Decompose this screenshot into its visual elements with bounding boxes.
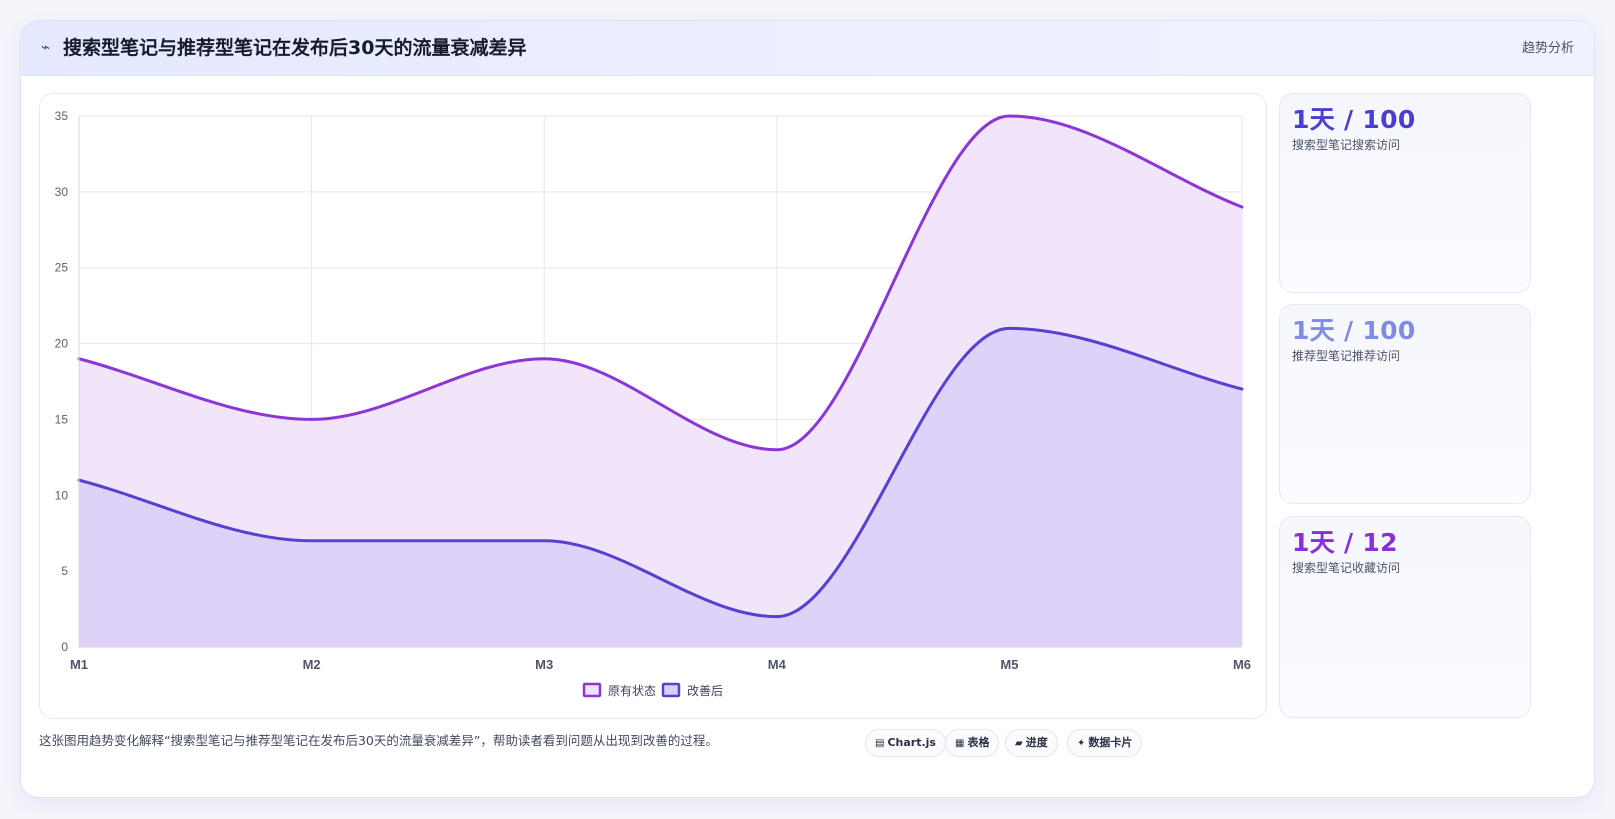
table-icon: ▦ bbox=[955, 738, 965, 749]
y-tick-label: 5 bbox=[61, 564, 68, 578]
panel-header: ⌁ 搜索型笔记与推荐型笔记在发布后30天的流量衰减差异 趋势分析 bbox=[21, 21, 1594, 76]
progress-icon: ▰ bbox=[1015, 738, 1023, 749]
kpi-value: 1天 / 100 bbox=[1292, 105, 1416, 134]
chip-label: 进度 bbox=[1025, 736, 1048, 749]
x-tick-label: M2 bbox=[303, 657, 321, 672]
chart-panel: ⌁ 搜索型笔记与推荐型笔记在发布后30天的流量衰减差异 趋势分析 0 5 10 15 2… bbox=[20, 20, 1595, 798]
y-tick-label: 35 bbox=[55, 109, 69, 123]
series-line-1 bbox=[77, 326, 1244, 619]
page-title: 搜索型笔记与推荐型笔记在发布后30天的流量衰减差异 bbox=[63, 37, 527, 59]
data-card-icon: ✦ bbox=[1077, 738, 1086, 749]
kpi-label: 推荐型笔记推荐访问 bbox=[1292, 349, 1401, 363]
legend-swatch bbox=[582, 682, 602, 698]
y-tick-label: 25 bbox=[55, 261, 69, 275]
kpi-value: 1天 / 100 bbox=[1292, 316, 1416, 345]
chip-table[interactable]: ▦ 表格 bbox=[945, 729, 1000, 757]
chart-description: 这张图用趋势变化解释“搜索型笔记与推荐型笔记在发布后30天的流量衰减差异”，帮助… bbox=[39, 733, 718, 748]
legend-label: 改善后 bbox=[687, 683, 723, 698]
y-tick-label: 20 bbox=[55, 337, 69, 351]
kpi-value: 1天 / 12 bbox=[1292, 528, 1398, 557]
chip-chartjs[interactable]: ▤ Chart.js bbox=[865, 729, 946, 757]
x-tick-label: M4 bbox=[768, 657, 787, 672]
kpi-card-favorite-visits: 1天 / 12 搜索型笔记收藏访问 bbox=[1279, 516, 1531, 718]
chart-card: 0 5 10 15 20 25 30 35 M1 M2 M3 M4 M5 M6 原有状态 改善后 bbox=[39, 93, 1267, 719]
chip-label: 表格 bbox=[967, 736, 990, 749]
area-chart: 0 5 10 15 20 25 30 35 M1 M2 M3 M4 M5 M6 原有状态 改善后 bbox=[55, 109, 1251, 698]
kpi-label: 搜索型笔记收藏访问 bbox=[1292, 561, 1401, 575]
kpi-card-search-visits: 1天 / 100 搜索型笔记搜索访问 bbox=[1279, 93, 1531, 293]
kpi-label: 搜索型笔记搜索访问 bbox=[1292, 138, 1401, 152]
trend-analysis-tag: 趋势分析 bbox=[1521, 41, 1574, 56]
kpi-card-recommend-visits: 1天 / 100 推荐型笔记推荐访问 bbox=[1279, 304, 1531, 504]
y-tick-label: 30 bbox=[55, 185, 69, 199]
x-tick-label: M6 bbox=[1233, 657, 1251, 672]
series-line-0 bbox=[77, 114, 1244, 452]
y-tick-label: 15 bbox=[55, 412, 69, 426]
trend-line-icon: ⌁ bbox=[41, 38, 51, 56]
chip-progress[interactable]: ▰ 进度 bbox=[1005, 729, 1058, 757]
y-tick-label: 0 bbox=[61, 640, 68, 654]
series-area-1 bbox=[79, 328, 1242, 647]
chip-label: 数据卡片 bbox=[1088, 736, 1133, 749]
y-tick-label: 10 bbox=[55, 488, 69, 502]
chart-icon: ▤ bbox=[875, 738, 885, 749]
x-tick-label: M5 bbox=[1000, 657, 1018, 672]
x-tick-label: M3 bbox=[535, 657, 553, 672]
chip-data-card[interactable]: ✦ 数据卡片 bbox=[1067, 729, 1143, 757]
legend-swatch bbox=[661, 682, 681, 698]
x-tick-label: M1 bbox=[70, 657, 88, 672]
legend-label: 原有状态 bbox=[608, 684, 656, 698]
chip-label: Chart.js bbox=[887, 736, 936, 749]
